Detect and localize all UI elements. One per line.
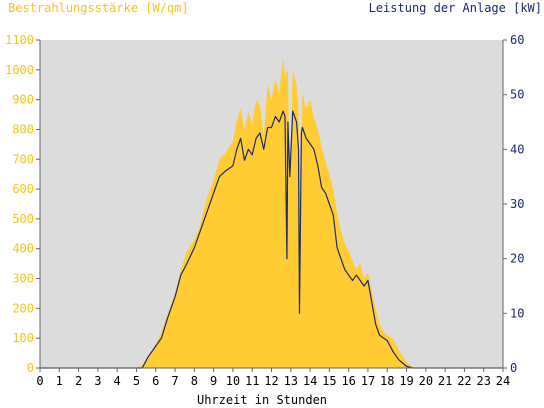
left-axis-title: Bestrahlungsstärke [W/qm] [8,1,189,15]
left-y-ticks: 0 100 200 300 400 500 600 700 800 900 1000 1100 [5,33,40,375]
x-tick-label: 17 [361,374,375,388]
x-tick-label: 10 [226,374,240,388]
x-tick-label: 6 [152,374,159,388]
x-tick-label: 20 [419,374,433,388]
x-tick-label: 21 [438,374,452,388]
power-line [40,110,503,369]
left-y-tick-label: 100 [12,331,34,345]
left-y-tick-label: 700 [12,152,34,166]
left-y-tick-label: 300 [12,272,34,286]
x-tick-label: 3 [94,374,101,388]
irradiance-area [40,57,503,368]
x-tick-label: 8 [191,374,198,388]
right-y-tick-label: 30 [510,197,524,211]
x-tick-label: 5 [133,374,140,388]
x-tick-label: 13 [284,374,298,388]
x-tick-label: 16 [341,374,355,388]
x-tick-label: 9 [210,374,217,388]
left-y-tick-label: 500 [12,212,34,226]
right-y-tick-label: 60 [510,33,524,47]
x-tick-label: 14 [303,374,317,388]
right-y-tick-label: 40 [510,142,524,156]
right-y-tick-label: 10 [510,306,524,320]
x-tick-label: 15 [322,374,336,388]
x-tick-label: 7 [171,374,178,388]
x-tick-label: 19 [399,374,413,388]
left-y-tick-label: 900 [12,93,34,107]
x-tick-label: 4 [114,374,121,388]
series-layer [40,57,503,369]
x-tick-label: 23 [476,374,490,388]
left-y-tick-label: 400 [12,242,34,256]
x-tick-label: 24 [496,374,510,388]
left-y-tick-label: 600 [12,182,34,196]
x-ticks: 0 1 2 3 4 5 6 7 8 9 10 11 12 13 14 15 16 17 18 19 20 21 22 23 24 [36,368,510,388]
right-axis-title: Leistung der Anlage [kW] [369,1,542,15]
x-tick-label: 1 [56,374,63,388]
x-axis-title: Uhrzeit in Stunden [197,393,327,407]
left-y-tick-label: 0 [27,361,34,375]
left-y-tick-label: 200 [12,301,34,315]
right-y-tick-label: 20 [510,252,524,266]
x-tick-label: 0 [36,374,43,388]
x-tick-label: 22 [457,374,471,388]
right-y-ticks: 0 10 20 30 40 50 60 [503,33,524,375]
right-y-tick-label: 50 [510,88,524,102]
x-tick-label: 18 [380,374,394,388]
right-y-tick-label: 0 [510,361,517,375]
x-tick-label: 2 [75,374,82,388]
left-y-tick-label: 1100 [5,33,34,47]
left-y-tick-label: 800 [12,122,34,136]
left-y-tick-label: 1000 [5,63,34,77]
x-tick-label: 12 [264,374,278,388]
x-tick-label: 11 [245,374,259,388]
